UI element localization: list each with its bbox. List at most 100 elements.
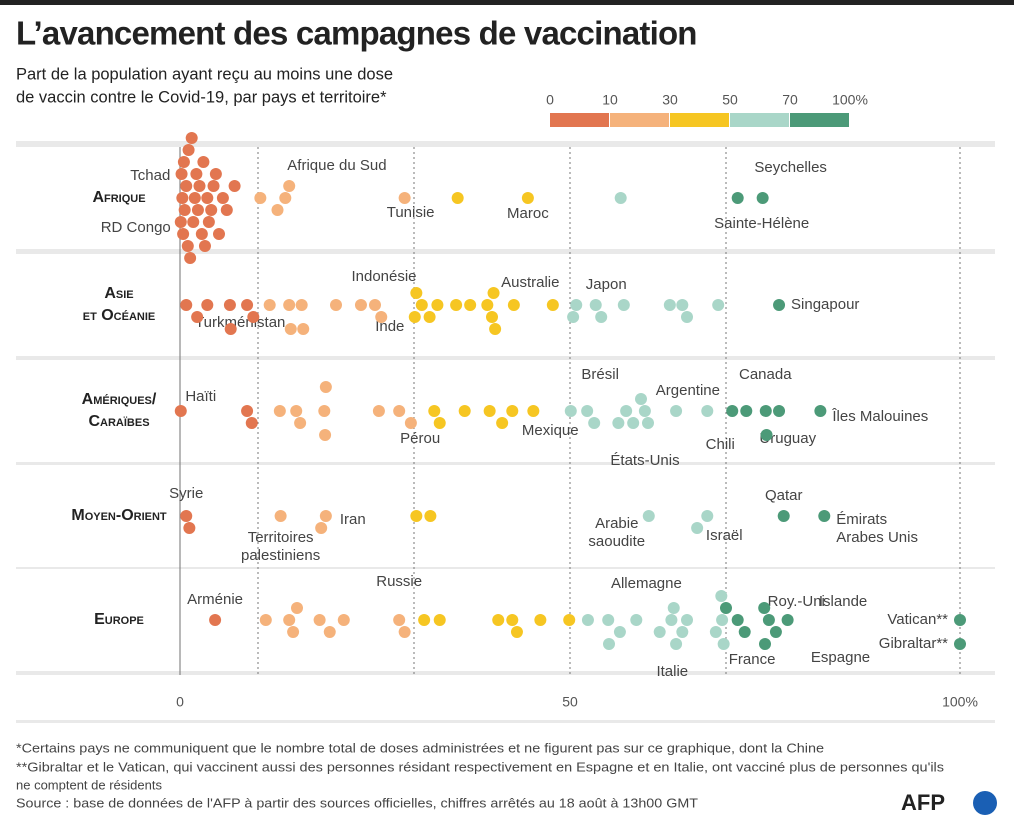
dot — [701, 405, 714, 417]
dot — [410, 287, 423, 299]
dot — [653, 626, 666, 638]
dot — [283, 180, 296, 192]
point-label: Syrie — [169, 485, 203, 502]
point-label: Uruguay — [759, 430, 816, 447]
dot — [191, 204, 204, 216]
row-band — [16, 465, 995, 567]
dot — [174, 405, 187, 417]
dot — [198, 240, 211, 252]
dot — [259, 614, 272, 626]
dot — [193, 180, 206, 192]
dot — [191, 311, 204, 323]
point-label: Sainte-Hélène — [714, 215, 809, 232]
dot — [756, 192, 769, 204]
point-label: Émirats — [836, 511, 887, 528]
dot — [220, 204, 233, 216]
dot — [510, 626, 523, 638]
dot — [295, 299, 308, 311]
point-label: Arménie — [187, 591, 243, 608]
dot — [245, 417, 258, 429]
point-label: Brésil — [581, 366, 619, 383]
dot — [428, 405, 441, 417]
dot — [176, 192, 189, 204]
point-label: Singapour — [791, 296, 859, 313]
group-label: Moyen-Orient — [71, 507, 167, 524]
dot — [263, 299, 276, 311]
point-label: Îles Malouines — [831, 408, 928, 425]
dot — [492, 614, 505, 626]
dot — [489, 323, 502, 335]
dot — [283, 299, 296, 311]
dot — [954, 638, 966, 650]
point-label: Gibraltar** — [879, 635, 948, 652]
dot — [760, 429, 773, 441]
dot — [720, 602, 732, 614]
dot — [424, 510, 437, 522]
footnote: ne comptent de résidents — [16, 777, 162, 792]
group-label: Caraïbes — [88, 413, 149, 430]
dot — [954, 614, 966, 626]
chart-title: L’avancement des campagnes de vaccinatio… — [16, 15, 697, 52]
dot — [450, 299, 463, 311]
x-tick-label: 100% — [942, 694, 978, 710]
point-label: Canada — [739, 366, 792, 383]
dot — [665, 614, 678, 626]
logo-dot — [973, 791, 997, 815]
dot — [274, 510, 287, 522]
dot — [393, 614, 406, 626]
dot — [273, 405, 286, 417]
dot — [209, 614, 222, 626]
footnote: **Gibraltar et le Vatican, qui vaccinent… — [16, 759, 945, 774]
dot — [726, 405, 739, 417]
dot — [431, 299, 444, 311]
row-band — [16, 569, 995, 671]
dot — [185, 132, 198, 144]
dot — [209, 168, 222, 180]
point-label: Japon — [586, 276, 627, 293]
dot — [313, 614, 326, 626]
dot — [337, 614, 350, 626]
legend-swatch — [790, 113, 849, 127]
dot — [717, 638, 730, 650]
point-label: Qatar — [765, 487, 803, 504]
dot — [642, 417, 654, 429]
dot — [174, 216, 187, 228]
group-label: Asie — [104, 285, 133, 302]
dot — [731, 192, 744, 204]
logo: AFP — [901, 790, 945, 815]
dot — [319, 429, 332, 441]
x-tick-label: 50 — [562, 694, 578, 710]
dot — [181, 240, 194, 252]
point-label: Afrique du Sud — [287, 157, 386, 174]
dot — [777, 510, 790, 522]
dot — [676, 299, 689, 311]
dot — [506, 405, 519, 417]
point-label: Argentine — [656, 382, 720, 399]
dot — [773, 405, 786, 417]
dot — [740, 405, 753, 417]
dot — [180, 510, 193, 522]
dot — [177, 228, 190, 240]
dot — [762, 614, 775, 626]
dot — [283, 614, 296, 626]
dot — [213, 228, 225, 240]
dot — [620, 405, 633, 417]
dot — [188, 192, 201, 204]
dot — [534, 614, 547, 626]
dot — [627, 417, 640, 429]
dot — [398, 192, 411, 204]
dot — [581, 405, 594, 417]
point-label: Arabie — [595, 515, 638, 532]
dot — [319, 510, 332, 522]
group-label: et Océanie — [83, 307, 156, 324]
dot — [418, 614, 431, 626]
dot — [228, 180, 241, 192]
dot — [177, 156, 190, 168]
dot — [642, 510, 655, 522]
dot — [521, 192, 534, 204]
dot — [681, 614, 693, 626]
dot — [423, 311, 436, 323]
dot — [612, 417, 625, 429]
dot — [681, 311, 693, 323]
